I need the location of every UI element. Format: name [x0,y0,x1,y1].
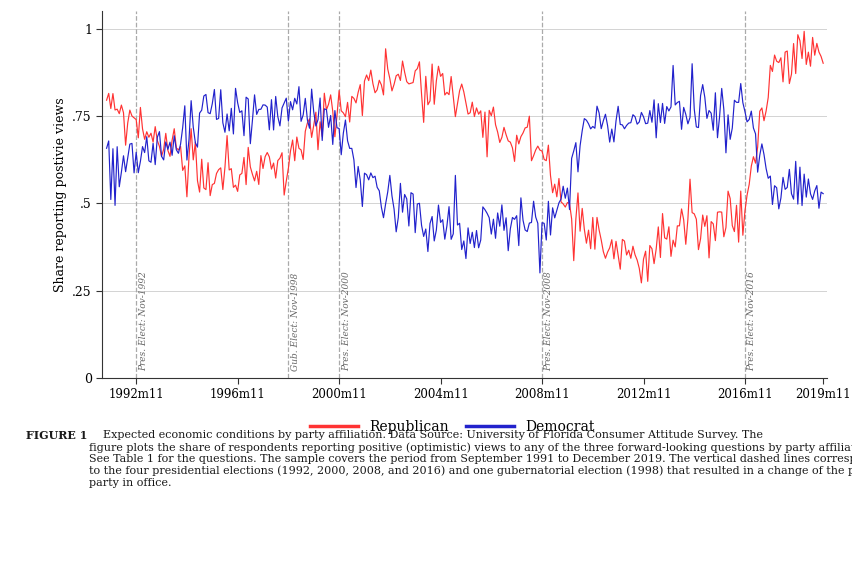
Democrat [728,97,739,104]
Democrat [686,60,696,67]
Text: Pres. Elect: Nov-2000: Pres. Elect: Nov-2000 [342,272,350,372]
Republican [534,146,544,153]
Democrat [101,145,112,152]
Republican [230,182,240,189]
Democrat [693,124,703,131]
Democrat [230,85,240,92]
Democrat [817,190,827,197]
Republican [676,206,686,213]
Y-axis label: Share reporting postivie views: Share reporting postivie views [54,97,66,292]
Democrat [536,219,546,226]
Text: Expected economic conditions by party affiliation. Data Source: University of Fl: Expected economic conditions by party af… [89,430,852,488]
Text: Pres. Elect: Nov-2008: Pres. Elect: Nov-2008 [544,272,553,372]
Text: Pres. Elect: Nov-2016: Pres. Elect: Nov-2016 [746,272,756,372]
Legend: Republican, Democrat: Republican, Democrat [303,414,600,439]
Republican [817,60,827,67]
Republican [690,216,700,223]
Republican [726,222,736,229]
Text: Pres. Elect: Nov-1992: Pres. Elect: Nov-1992 [139,272,147,372]
Republican [636,279,646,286]
Republican [798,28,809,35]
Line: Democrat: Democrat [106,64,822,273]
Line: Republican: Republican [106,31,822,283]
Text: FIGURE 1: FIGURE 1 [26,430,87,441]
Democrat [534,270,544,276]
Republican [101,97,112,104]
Democrat [676,126,686,133]
Democrat [204,110,215,117]
Republican [204,192,215,199]
Text: Gub. Elect: Nov-1998: Gub. Elect: Nov-1998 [291,273,300,372]
